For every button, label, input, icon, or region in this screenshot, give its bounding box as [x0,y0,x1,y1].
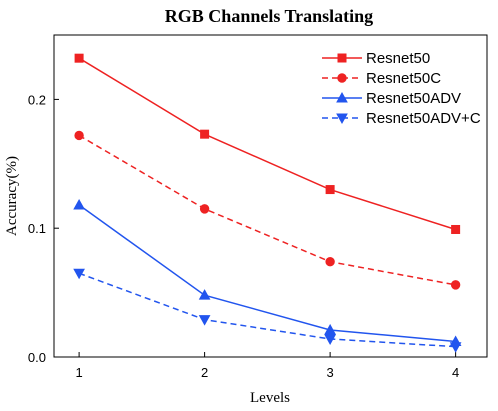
data-point [325,256,335,267]
data-point [324,323,336,335]
legend-label: Resnet50C [366,70,441,87]
series-2 [73,198,462,347]
series-line [78,272,456,348]
y-axis-label: Accuracy(%) [4,156,20,236]
data-point [198,289,211,300]
legend-item: Resnet50ADV [322,90,461,107]
data-point [449,342,462,353]
y-tick-label: 0.1 [28,221,46,236]
legend-item: Resnet50C [322,70,441,87]
data-point [198,315,211,326]
x-axis-label: Levels [250,390,290,406]
x-axis: 1 2 3 4 [75,352,459,380]
series-layer [73,53,462,353]
y-tick-label: 0.0 [28,350,46,365]
legend-item: Resnet50 [322,50,430,67]
y-axis: 0.0 0.1 0.2 [28,92,59,365]
legend-label: Resnet50 [366,50,430,67]
data-point [73,268,85,280]
legend-item: Resnet50ADV+C [322,110,481,127]
data-point [200,129,210,139]
y-tick-label: 0.2 [28,92,46,107]
legend-label: Resnet50ADV+C [366,110,481,127]
data-point [451,224,461,234]
data-point [450,280,461,290]
series-line [78,204,456,343]
series-0 [74,53,461,234]
data-point [325,185,335,195]
x-tick-label: 1 [75,365,82,380]
series-3 [73,268,462,353]
data-point [199,204,210,214]
data-point [73,198,85,210]
x-tick-label: 4 [452,365,459,380]
legend-label: Resnet50ADV [366,90,461,107]
legend: Resnet50 Resnet50C Resnet50ADV Resnet50ADV+… [322,50,481,127]
chart-title: RGB Channels Translating [165,6,373,26]
x-tick-label: 3 [326,365,333,380]
x-tick-label: 2 [201,365,208,380]
legend-marker [337,53,347,63]
data-point [74,130,84,141]
plot-frame [53,34,488,358]
data-point [324,334,336,345]
legend-marker [336,91,348,103]
series-line [78,134,456,286]
legend-marker [336,113,348,125]
series-line [78,57,456,231]
data-point [74,53,84,63]
series-1 [74,130,461,290]
legend-marker [337,73,347,83]
